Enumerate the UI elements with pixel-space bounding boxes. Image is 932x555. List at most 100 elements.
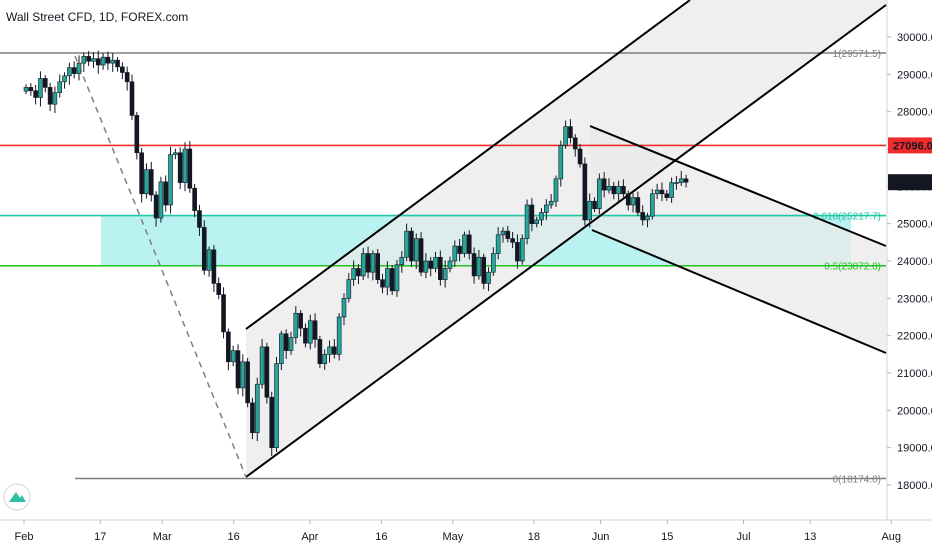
candle <box>577 143 583 168</box>
falling-channel-lower <box>591 229 887 354</box>
candle <box>336 313 342 361</box>
candle <box>115 57 120 72</box>
candle-body <box>298 312 303 329</box>
candle <box>71 61 77 79</box>
candle <box>206 246 212 277</box>
candle-body <box>370 253 376 273</box>
candle-body <box>568 126 573 139</box>
price-tick-label: 18000.0 <box>897 480 932 492</box>
candle <box>86 51 91 67</box>
candle-body <box>28 87 34 92</box>
candle <box>148 161 154 202</box>
candle-body <box>91 58 96 62</box>
candle-body <box>139 152 144 195</box>
candle <box>399 251 405 273</box>
candle-body <box>597 178 602 210</box>
candle-body <box>389 268 395 292</box>
candle-body <box>303 327 308 344</box>
candle <box>173 148 178 160</box>
candle <box>418 232 424 277</box>
price-tick-label: 24000.0 <box>897 256 932 268</box>
candle <box>597 173 602 215</box>
price-tick-label: 25000.0 <box>897 219 932 231</box>
candle <box>187 140 193 193</box>
candle <box>572 134 578 157</box>
candle-body <box>640 212 645 221</box>
candle-body <box>577 148 583 165</box>
candle <box>279 330 284 370</box>
price-tick-label: 21000.0 <box>897 368 932 380</box>
candle-body <box>115 59 120 68</box>
candle <box>254 377 260 442</box>
candle <box>621 179 626 198</box>
candle <box>288 331 294 355</box>
candle <box>153 191 159 227</box>
candle <box>505 225 511 243</box>
candle-body <box>38 78 43 98</box>
candle <box>674 176 679 190</box>
candle-body <box>572 137 578 150</box>
candle-body <box>645 215 650 221</box>
candle-body <box>539 212 544 221</box>
candle-body <box>510 238 515 243</box>
candle <box>110 53 116 72</box>
candle-body <box>288 337 294 351</box>
candle-body <box>423 260 429 273</box>
candle <box>211 245 217 292</box>
candle <box>245 357 250 408</box>
candle <box>563 120 568 149</box>
candle <box>341 293 347 326</box>
candle <box>659 182 665 202</box>
candle <box>664 190 670 201</box>
candle <box>669 177 674 203</box>
resistance-price-tag <box>888 137 932 154</box>
candle-body <box>67 67 72 77</box>
candle-body <box>500 230 506 236</box>
candle-body <box>616 186 621 195</box>
candle <box>370 250 376 281</box>
candle-body <box>399 256 405 266</box>
candle-body <box>621 186 626 195</box>
candle <box>568 119 573 144</box>
candle-body <box>274 363 279 448</box>
candle-body <box>336 316 342 355</box>
candle <box>144 163 149 199</box>
price-tick-label: 29000.0 <box>897 69 932 81</box>
tradingview-logo[interactable] <box>3 483 31 511</box>
rising-channel-upper <box>245 0 691 330</box>
time-tick-label: Apr <box>301 531 318 543</box>
candle <box>380 273 385 294</box>
candle <box>447 256 453 273</box>
candle-body <box>293 312 299 338</box>
candle <box>616 180 621 202</box>
fib-05-label: 0.5(23872.8) <box>824 262 881 273</box>
candle-body <box>211 249 217 284</box>
candle <box>409 227 414 267</box>
candle-body <box>351 268 356 280</box>
candle-body <box>582 163 588 221</box>
rising-channel-lower <box>245 4 887 478</box>
candle <box>327 340 332 363</box>
candle <box>105 51 111 70</box>
candle <box>486 267 491 292</box>
candle <box>491 247 496 276</box>
candle-body <box>519 238 525 262</box>
candle <box>529 198 535 232</box>
time-tick-label: 15 <box>661 531 673 543</box>
candle <box>322 349 328 370</box>
candle-body <box>327 346 332 355</box>
candle-body <box>548 200 554 206</box>
price-tick-label: 30000.0 <box>897 32 932 44</box>
candle-body <box>148 169 154 196</box>
candle <box>283 329 289 359</box>
candle <box>611 182 617 200</box>
candle-body <box>534 219 540 224</box>
candle <box>365 246 371 279</box>
candle-body <box>428 260 434 269</box>
candle-body <box>322 354 328 364</box>
candle <box>510 231 515 249</box>
candle <box>360 247 366 281</box>
candle-body <box>173 152 178 155</box>
